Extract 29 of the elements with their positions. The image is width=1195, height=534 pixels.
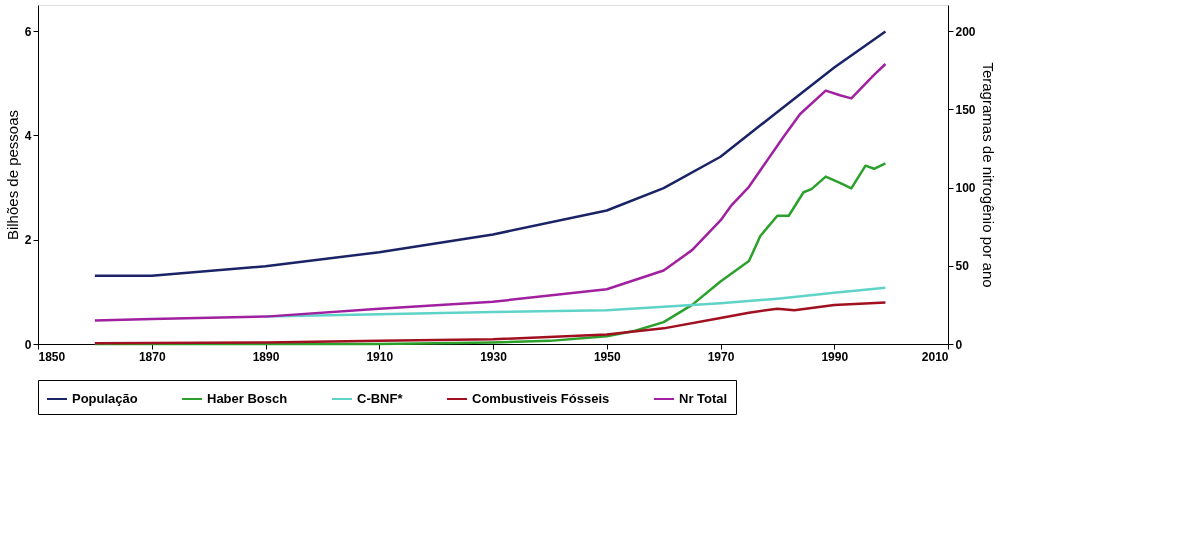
y-tick-label: 0 — [24, 337, 32, 352]
y-tick-label: 2 — [24, 233, 32, 248]
y2-tick-label: 150 — [955, 102, 976, 117]
x-tick-label: 1990 — [821, 349, 849, 364]
x-tick-label: 1910 — [366, 349, 394, 364]
y2-tick-label: 200 — [955, 24, 976, 39]
y2-tick-label: 0 — [955, 337, 963, 352]
y-tick-label: 4 — [24, 128, 32, 143]
legend-label: Combustiveis Fósseis — [472, 391, 610, 406]
x-tick-label: 2010 — [921, 349, 949, 364]
y-tick-label: 6 — [24, 24, 32, 39]
legend-label: Haber Bosch — [207, 391, 288, 406]
x-tick-label: 1850 — [38, 349, 66, 364]
x-tick-label: 1890 — [252, 349, 280, 364]
line-series — [93, 62, 887, 322]
x-tick-label: 1950 — [593, 349, 621, 364]
legend-label: População — [72, 391, 138, 406]
y2-tick-label: 50 — [955, 259, 970, 274]
y2-axis-title: Teragramas de nitrogênio por ano — [979, 62, 997, 288]
line-series — [93, 301, 887, 345]
line-series — [93, 30, 887, 277]
x-tick-label: 1870 — [138, 349, 166, 364]
y2-tick-label: 100 — [955, 181, 976, 196]
line-series — [93, 162, 887, 346]
y-axis-title: Bilhões de pessoas — [3, 109, 21, 241]
x-tick-label: 1970 — [707, 349, 735, 364]
x-tick-label: 1930 — [480, 349, 508, 364]
legend-label: Nr Total — [679, 391, 728, 406]
legend-label: C-BNF* — [357, 391, 404, 406]
